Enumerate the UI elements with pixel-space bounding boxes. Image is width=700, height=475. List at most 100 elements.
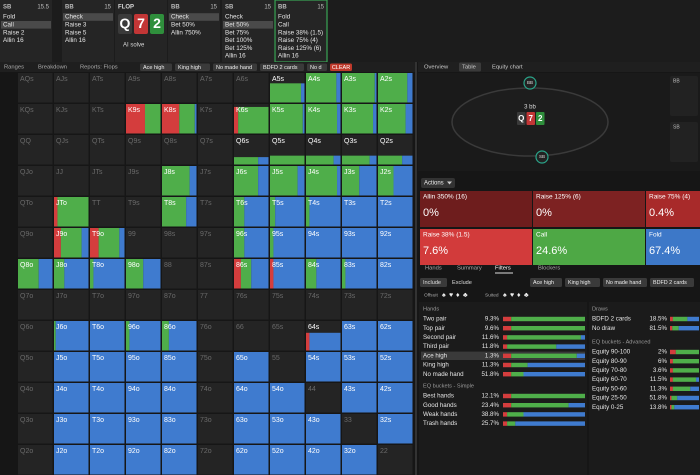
row-label[interactable]: No draw bbox=[592, 325, 616, 332]
row-label[interactable]: Third pair bbox=[423, 343, 449, 350]
panel-tab[interactable]: Overview bbox=[424, 65, 449, 71]
hand-cell[interactable] bbox=[234, 73, 269, 103]
hand-cell[interactable] bbox=[198, 73, 233, 103]
suit[interactable]: ♠ bbox=[442, 292, 446, 299]
hand-cell[interactable] bbox=[378, 290, 413, 320]
hand-cell[interactable] bbox=[306, 383, 341, 413]
filter-mode[interactable]: Include bbox=[423, 280, 441, 286]
toolbar-tab[interactable]: Reports: Flops bbox=[80, 65, 118, 71]
suit[interactable]: ♦ bbox=[456, 292, 460, 299]
suit[interactable]: ♦ bbox=[517, 292, 521, 299]
action-item[interactable]: Bet 50% bbox=[225, 21, 249, 28]
row-label[interactable]: Good hands bbox=[423, 402, 457, 409]
action-item[interactable]: Allin 16 bbox=[65, 37, 86, 44]
hand-cell[interactable] bbox=[90, 166, 125, 196]
suit[interactable]: ♥ bbox=[449, 292, 453, 299]
hand-cell[interactable] bbox=[18, 135, 53, 165]
chip-label[interactable]: Ace high bbox=[533, 280, 554, 286]
toolbar-tab[interactable]: Breakdown bbox=[38, 65, 67, 71]
row-label[interactable]: Second pair bbox=[423, 334, 456, 341]
chip-label[interactable]: No made hand bbox=[606, 280, 641, 286]
hand-cell[interactable] bbox=[162, 290, 197, 320]
action-box[interactable] bbox=[533, 191, 645, 227]
hand-cell[interactable] bbox=[198, 104, 233, 134]
hand-cell[interactable] bbox=[18, 228, 53, 258]
suit[interactable]: ♥ bbox=[510, 292, 514, 299]
hand-cell[interactable] bbox=[234, 290, 269, 320]
action-item[interactable]: Check bbox=[65, 14, 84, 21]
suit[interactable]: ♣ bbox=[463, 292, 468, 299]
row-label[interactable]: Top pair bbox=[423, 325, 445, 332]
hand-cell[interactable] bbox=[198, 414, 233, 444]
hand-cell[interactable] bbox=[126, 166, 161, 196]
hand-cell[interactable] bbox=[306, 290, 341, 320]
row-label[interactable]: Equity 0-25 bbox=[592, 404, 624, 411]
suit[interactable]: ♠ bbox=[503, 292, 507, 299]
hand-cell[interactable] bbox=[198, 166, 233, 196]
hand-cell[interactable] bbox=[126, 197, 161, 227]
hand-cell[interactable] bbox=[378, 445, 413, 475]
action-box[interactable] bbox=[420, 191, 532, 227]
hand-cell[interactable] bbox=[198, 445, 233, 475]
action-item[interactable]: Fold bbox=[3, 14, 16, 21]
action-item[interactable]: Allin 16 bbox=[225, 53, 246, 60]
hand-cell[interactable] bbox=[234, 321, 269, 351]
action-item[interactable]: Allin 16 bbox=[3, 37, 24, 44]
hand-cell[interactable] bbox=[90, 73, 125, 103]
filter-mode[interactable]: Exclude bbox=[452, 280, 472, 286]
hand-cell[interactable] bbox=[90, 197, 125, 227]
action-box[interactable] bbox=[533, 229, 645, 265]
actions-menu[interactable] bbox=[421, 178, 455, 188]
hand-cell[interactable] bbox=[18, 290, 53, 320]
hand-cell[interactable] bbox=[270, 321, 305, 351]
action-item[interactable]: Fold bbox=[278, 14, 291, 21]
hand-cell[interactable] bbox=[54, 290, 89, 320]
hand-cell[interactable] bbox=[198, 228, 233, 258]
action-box[interactable] bbox=[646, 191, 700, 227]
hand-cell[interactable] bbox=[270, 290, 305, 320]
hand-cell[interactable] bbox=[198, 197, 233, 227]
suit[interactable]: ♣ bbox=[524, 292, 529, 299]
row-label[interactable]: Ace high bbox=[423, 352, 448, 359]
row-label[interactable]: Equity 80-90 bbox=[592, 358, 627, 365]
action-item[interactable]: Raise 2 bbox=[3, 29, 25, 36]
action-item[interactable]: Allin 750% bbox=[171, 29, 201, 36]
hand-cell[interactable] bbox=[54, 135, 89, 165]
action-item[interactable]: Raise 5 bbox=[65, 29, 87, 36]
hand-cell[interactable] bbox=[198, 135, 233, 165]
hand-cell[interactable] bbox=[90, 290, 125, 320]
hand-cell[interactable] bbox=[198, 259, 233, 289]
action-item[interactable]: Allin 16 bbox=[278, 53, 299, 60]
actions-title[interactable]: Actions bbox=[424, 181, 444, 187]
action-item[interactable]: Call bbox=[3, 21, 14, 28]
action-item[interactable]: Bet 100% bbox=[225, 37, 253, 44]
panel-tab[interactable]: Table bbox=[462, 65, 476, 71]
hand-cell[interactable] bbox=[162, 135, 197, 165]
hand-cell[interactable] bbox=[126, 290, 161, 320]
chip-label[interactable]: King high bbox=[568, 280, 590, 286]
panel-tab[interactable]: Equity chart bbox=[492, 65, 523, 71]
hand-cell[interactable] bbox=[18, 73, 53, 103]
hand-cell[interactable] bbox=[18, 383, 53, 413]
hand-cell[interactable] bbox=[18, 321, 53, 351]
row-label[interactable]: Equity 60-70 bbox=[592, 376, 627, 383]
row-label[interactable]: BDFD 2 cards bbox=[592, 316, 631, 323]
chip-label[interactable]: No d bbox=[310, 65, 322, 71]
chip-label[interactable]: No made hand bbox=[216, 65, 252, 71]
action-box[interactable] bbox=[646, 229, 700, 265]
row-label[interactable]: No made hand bbox=[423, 371, 464, 378]
action-box[interactable] bbox=[420, 229, 532, 265]
hand-cell[interactable] bbox=[90, 135, 125, 165]
row-label[interactable]: Two pair bbox=[423, 316, 446, 323]
action-item[interactable]: Raise 38% (1.5) bbox=[278, 29, 323, 36]
action-item[interactable]: Check bbox=[225, 14, 244, 21]
hand-cell[interactable] bbox=[18, 352, 53, 382]
chip-label[interactable]: Ace high bbox=[143, 65, 164, 71]
ai-solve[interactable]: AI solve bbox=[123, 43, 145, 49]
hand-cell[interactable] bbox=[18, 166, 53, 196]
hand-cell[interactable] bbox=[126, 73, 161, 103]
row-label[interactable]: King high bbox=[423, 362, 449, 369]
action-item[interactable]: Raise 125% (6) bbox=[278, 45, 321, 52]
action-item[interactable]: Check bbox=[171, 14, 190, 21]
action-item[interactable]: Bet 50% bbox=[171, 21, 195, 28]
